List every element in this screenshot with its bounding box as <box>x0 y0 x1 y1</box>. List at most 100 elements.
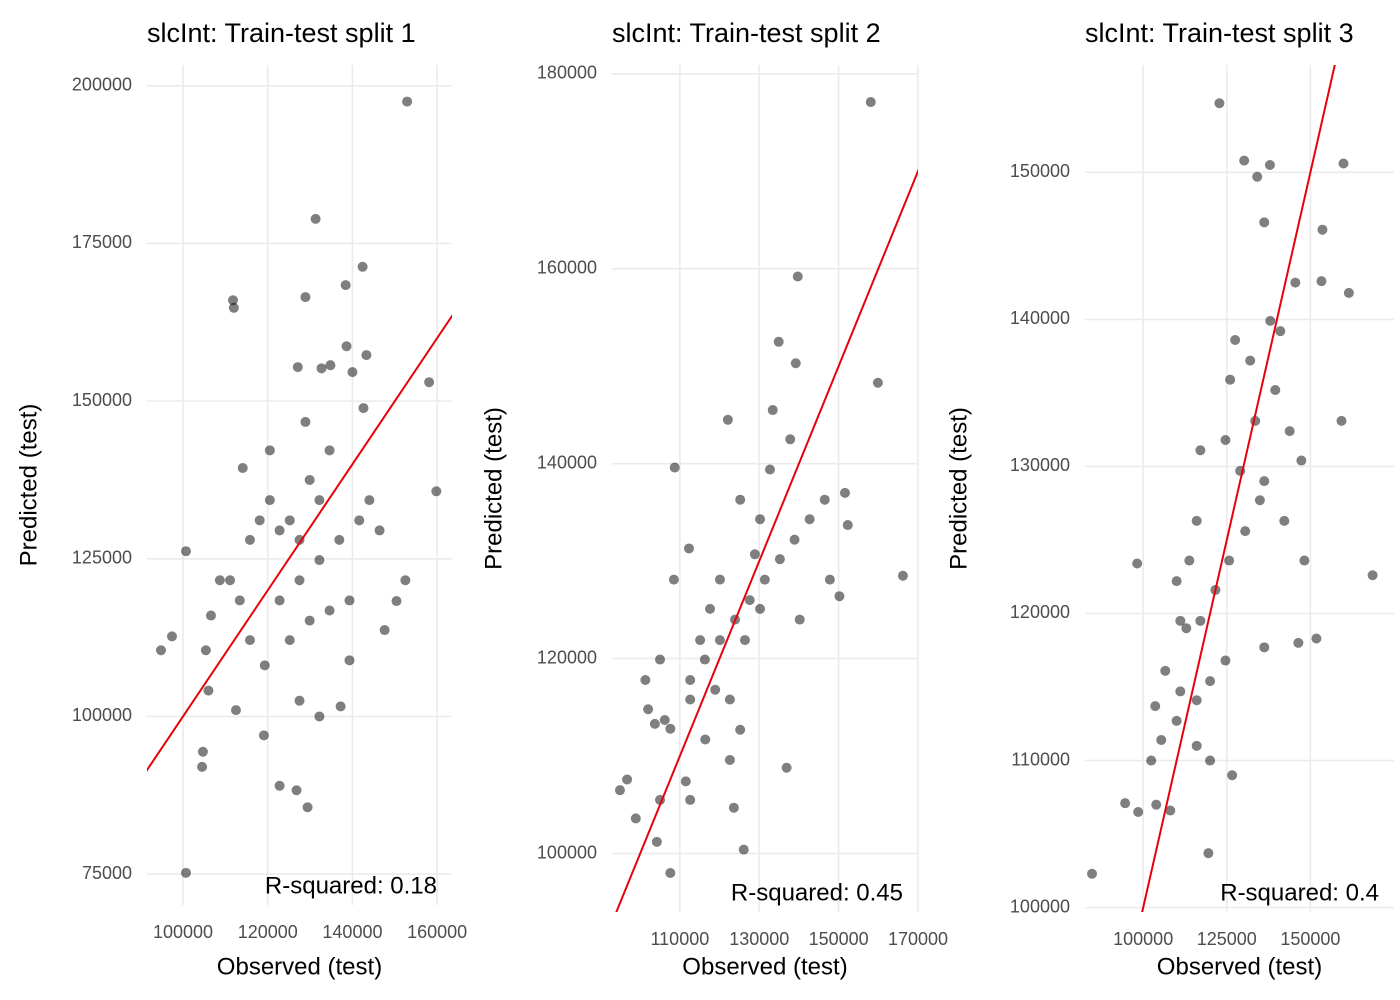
point <box>728 802 739 813</box>
point <box>794 614 805 625</box>
point <box>1205 755 1216 766</box>
point <box>1338 158 1349 169</box>
point <box>225 575 236 586</box>
point <box>714 635 725 646</box>
point <box>1175 686 1186 697</box>
annotation: R-squared: 0.4 <box>1220 879 1379 906</box>
y-tick-label: 110000 <box>1011 749 1070 769</box>
points <box>1087 65 1378 912</box>
point <box>804 514 815 525</box>
point <box>230 705 241 716</box>
x-axis-title: Observed (test) <box>217 953 382 980</box>
y-axis-title: Predicted (test) <box>480 407 507 570</box>
point <box>1120 798 1131 809</box>
point <box>316 363 327 374</box>
point <box>819 494 830 505</box>
point <box>197 761 208 772</box>
point <box>1150 701 1161 712</box>
point <box>1343 287 1354 298</box>
point <box>1240 526 1251 537</box>
point <box>792 271 803 282</box>
y-tick-label: 130000 <box>1010 455 1070 475</box>
y-axis-title: Predicted (test) <box>945 407 972 570</box>
point <box>839 487 850 498</box>
point <box>300 292 311 303</box>
point <box>735 494 746 505</box>
x-tick-label: 100000 <box>153 922 213 942</box>
point <box>203 685 214 696</box>
point <box>234 595 245 606</box>
y-tick-label: 140000 <box>1010 308 1070 328</box>
point <box>1132 558 1143 569</box>
point <box>714 574 725 585</box>
point <box>344 655 355 666</box>
point <box>1311 633 1322 644</box>
x-tick-label: 160000 <box>407 922 467 942</box>
point <box>1245 355 1256 366</box>
point <box>197 746 208 757</box>
point <box>364 495 375 506</box>
point <box>1293 637 1304 648</box>
point <box>685 694 696 705</box>
point <box>259 660 270 671</box>
point <box>824 574 835 585</box>
x-tick-label: 170000 <box>888 929 948 949</box>
point <box>302 802 313 813</box>
point <box>357 261 368 272</box>
point <box>1191 515 1202 526</box>
point <box>155 645 166 656</box>
point <box>300 416 311 427</box>
point <box>402 96 413 107</box>
panel: 75000 100000 125000 150000 175000 200000 10000… <box>15 18 467 980</box>
point <box>1367 570 1378 581</box>
point <box>614 785 625 796</box>
point <box>228 302 239 313</box>
point <box>1175 615 1186 626</box>
point <box>341 341 352 352</box>
point <box>1171 715 1182 726</box>
point <box>292 362 303 373</box>
y-tick-label: 100000 <box>1010 896 1070 916</box>
point <box>344 595 355 606</box>
point <box>842 520 853 531</box>
point <box>834 591 845 602</box>
point <box>680 776 691 787</box>
point <box>1220 434 1231 445</box>
point <box>695 635 706 646</box>
y-tick-label: 150000 <box>1010 161 1070 181</box>
point <box>227 295 238 306</box>
point <box>1195 615 1206 626</box>
y-tick-label: 200000 <box>72 75 132 95</box>
chart-title: slcInt: Train-test split 1 <box>147 18 416 48</box>
x-tick-label: 110000 <box>651 929 710 949</box>
point <box>699 654 710 665</box>
point <box>1279 515 1290 526</box>
y-tick-label: 180000 <box>537 63 597 83</box>
point <box>354 515 365 526</box>
point <box>200 645 211 656</box>
point <box>1296 455 1307 466</box>
x-tick-label: 120000 <box>238 922 298 942</box>
point <box>665 723 676 734</box>
point <box>724 694 735 705</box>
point <box>759 574 770 585</box>
y-axis-title: Predicted (test) <box>15 404 42 567</box>
point <box>180 867 191 878</box>
x-axis-title: Observed (test) <box>682 953 847 980</box>
point <box>1225 374 1236 385</box>
point <box>774 554 785 565</box>
point <box>773 336 784 347</box>
point <box>722 414 733 425</box>
point <box>391 596 402 607</box>
point <box>710 684 721 695</box>
point <box>724 754 735 765</box>
point <box>764 464 775 475</box>
point <box>700 734 711 745</box>
panel: 100000 120000 140000 160000 180000 110000 1300… <box>480 18 948 980</box>
x-tick-label: 100000 <box>1113 929 1173 949</box>
point <box>789 534 800 545</box>
point <box>1087 868 1098 879</box>
identity-line <box>147 314 452 772</box>
point <box>1259 476 1270 487</box>
